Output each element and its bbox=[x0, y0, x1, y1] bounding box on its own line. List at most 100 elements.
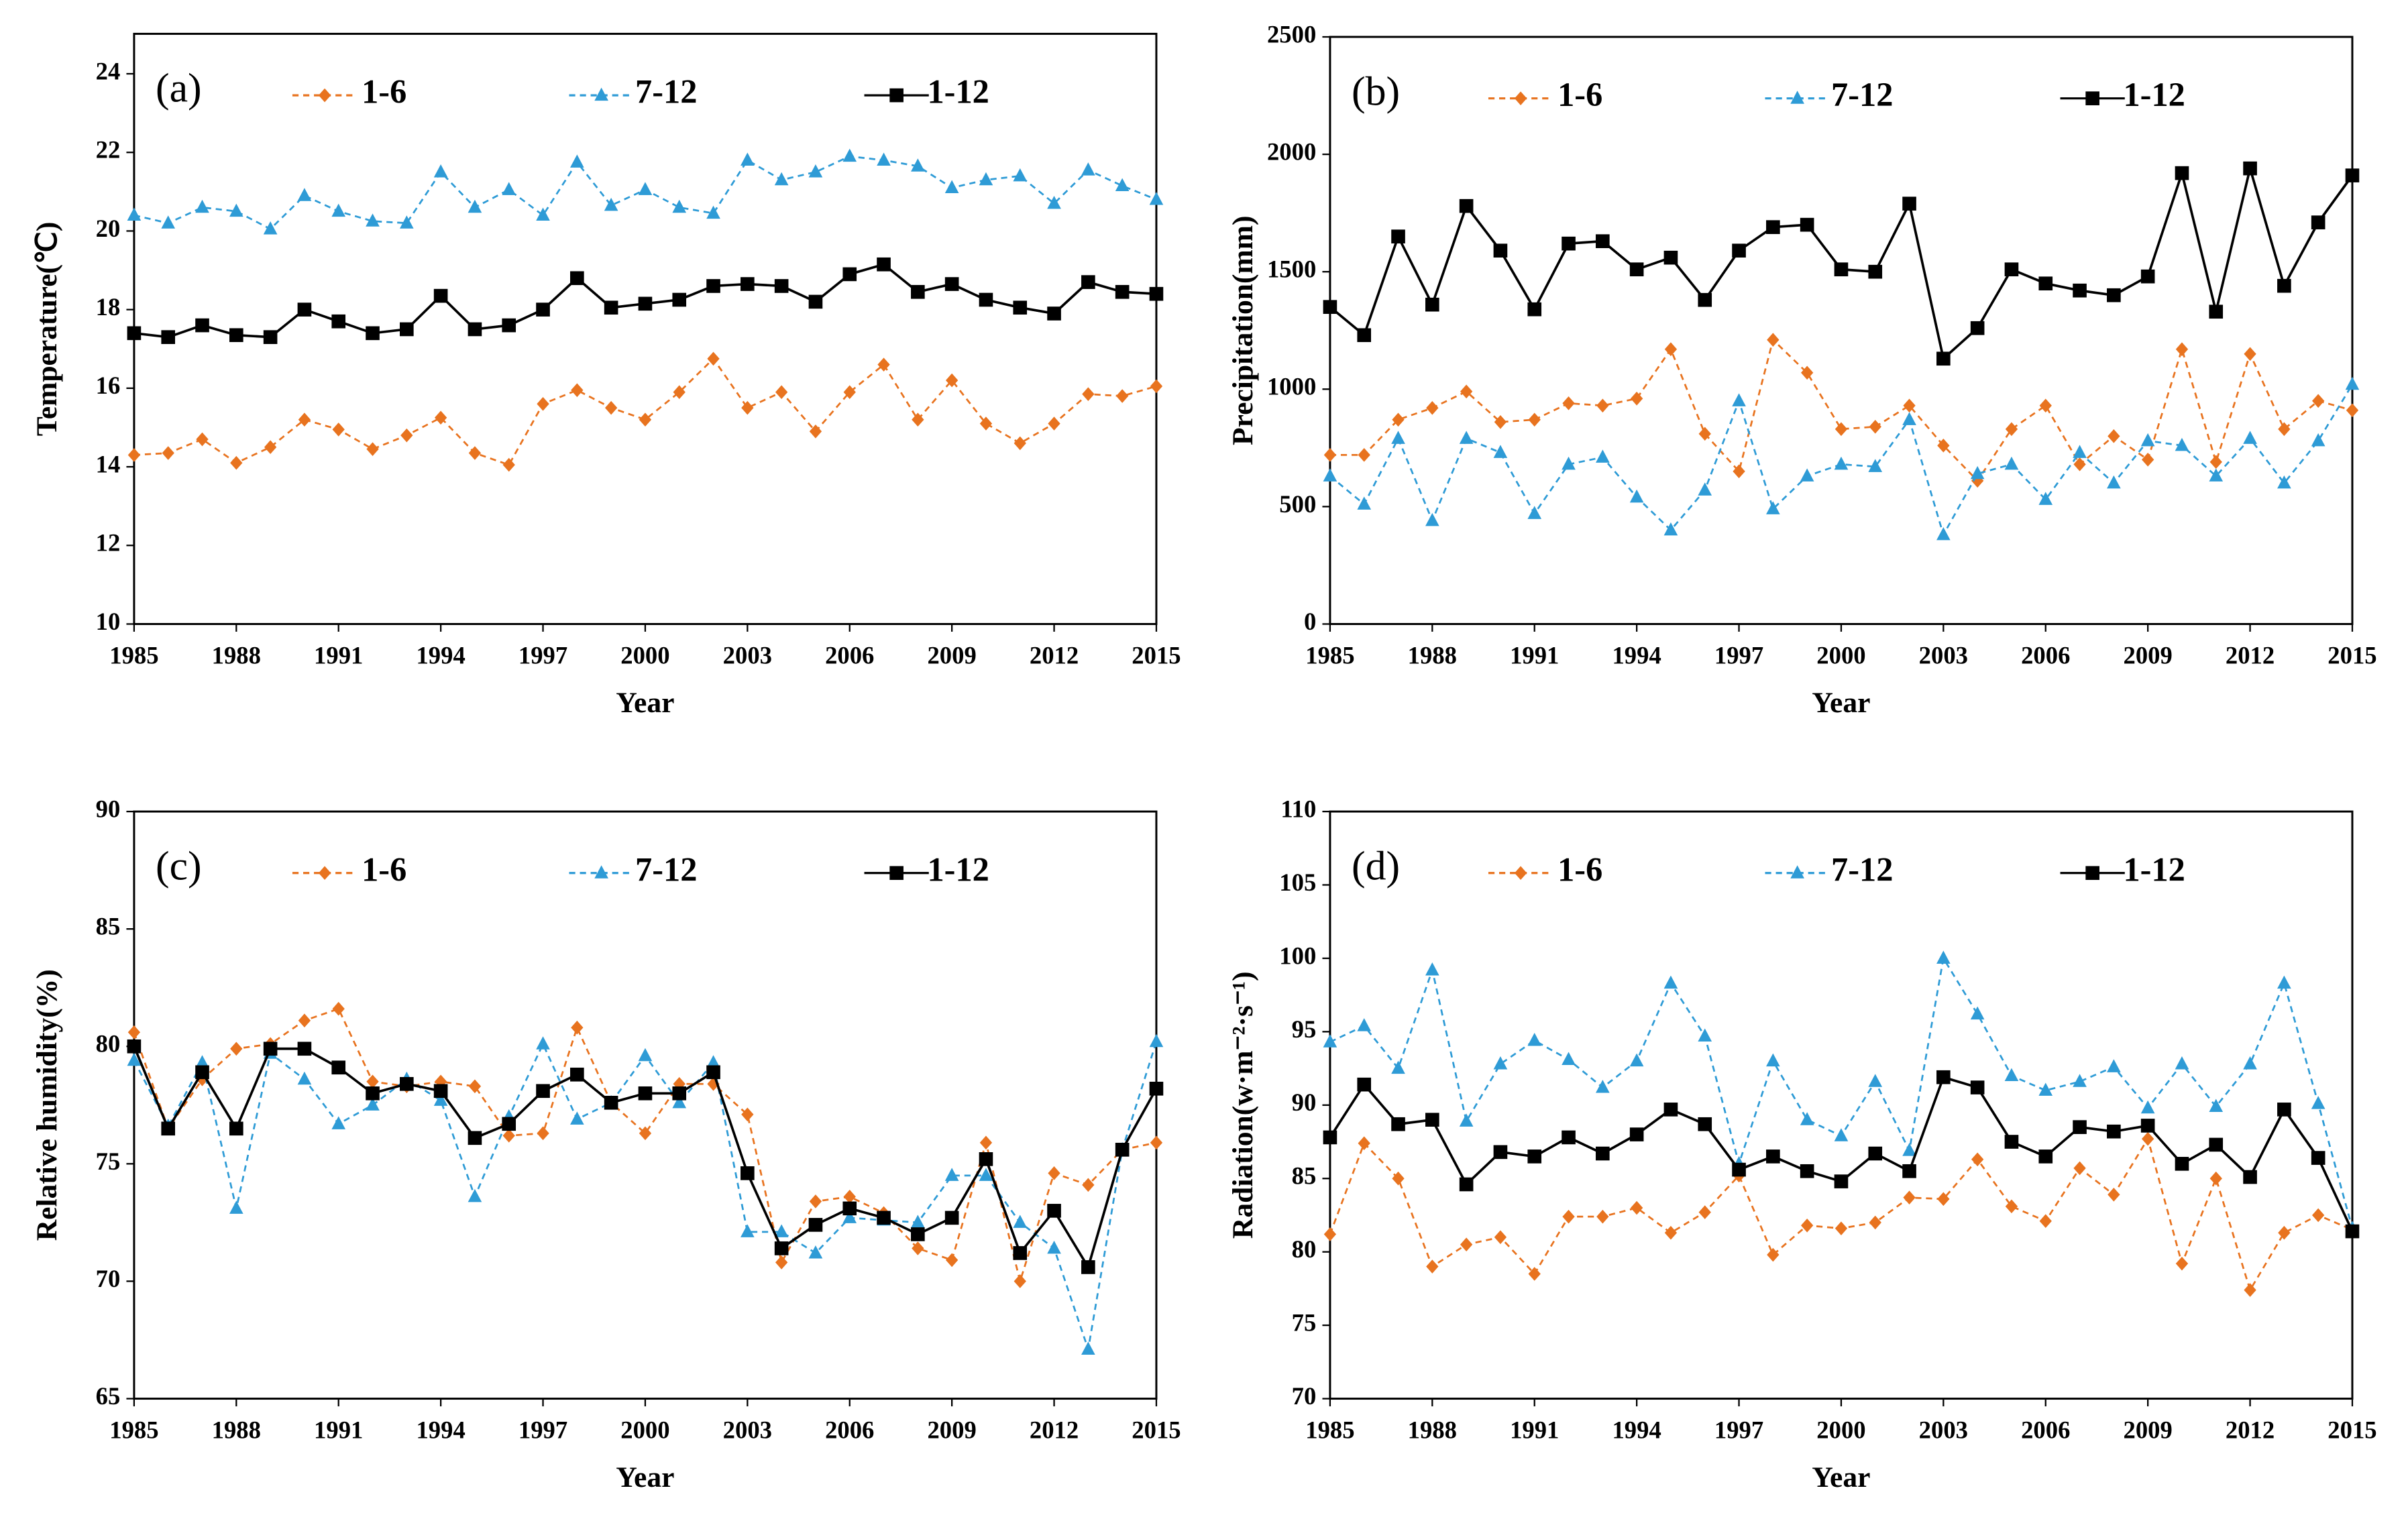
marker bbox=[672, 199, 687, 213]
marker bbox=[2140, 1119, 2155, 1133]
marker bbox=[2209, 1099, 2224, 1113]
x-tick-label: 2009 bbox=[927, 1416, 976, 1443]
marker bbox=[2277, 975, 2291, 989]
y-tick-label: 500 bbox=[1279, 490, 1316, 518]
marker bbox=[1493, 243, 1508, 258]
marker bbox=[468, 446, 482, 460]
legend-marker bbox=[2085, 866, 2099, 881]
marker bbox=[298, 1013, 311, 1028]
marker bbox=[604, 1095, 618, 1110]
marker bbox=[570, 271, 584, 286]
marker bbox=[1629, 262, 1644, 277]
marker bbox=[161, 330, 176, 344]
marker bbox=[1835, 1221, 1848, 1235]
y-tick-label: 105 bbox=[1279, 868, 1316, 896]
marker bbox=[162, 446, 174, 460]
x-tick-label: 2009 bbox=[2124, 1416, 2173, 1443]
marker bbox=[297, 302, 312, 317]
x-tick-label: 2003 bbox=[723, 1416, 772, 1443]
x-tick-label: 1988 bbox=[1408, 1416, 1457, 1443]
marker bbox=[944, 1168, 959, 1181]
marker bbox=[2073, 283, 2087, 298]
x-tick-label: 1988 bbox=[1408, 641, 1457, 669]
marker bbox=[1013, 168, 1028, 182]
marker bbox=[2004, 262, 2019, 277]
marker bbox=[979, 1168, 993, 1181]
marker bbox=[1902, 1164, 1916, 1178]
marker bbox=[1732, 1162, 1746, 1177]
marker bbox=[2038, 1149, 2053, 1164]
marker bbox=[706, 205, 720, 219]
marker bbox=[1630, 391, 1643, 406]
marker bbox=[1936, 1070, 1951, 1084]
marker bbox=[127, 326, 142, 341]
marker bbox=[2039, 398, 2052, 413]
marker bbox=[1937, 439, 1950, 453]
marker bbox=[366, 1074, 379, 1089]
legend-label: 1-12 bbox=[2123, 76, 2185, 113]
marker bbox=[2107, 1059, 2121, 1072]
marker bbox=[809, 1194, 822, 1209]
series-line bbox=[1329, 1136, 2353, 1292]
marker bbox=[127, 1025, 141, 1040]
marker bbox=[1869, 419, 1881, 434]
marker bbox=[911, 284, 925, 299]
marker bbox=[127, 1052, 142, 1066]
marker bbox=[2209, 455, 2222, 469]
marker bbox=[944, 277, 959, 291]
x-tick-label: 2009 bbox=[2124, 641, 2173, 669]
y-tick-label: 100 bbox=[1279, 942, 1316, 969]
marker bbox=[2005, 422, 2018, 437]
marker bbox=[775, 385, 788, 400]
marker bbox=[911, 1227, 925, 1241]
marker bbox=[808, 1245, 823, 1259]
marker bbox=[502, 1117, 516, 1131]
marker bbox=[2244, 347, 2256, 361]
y-tick-label: 0 bbox=[1304, 608, 1316, 635]
marker bbox=[263, 1042, 278, 1056]
marker bbox=[1323, 1034, 1337, 1048]
marker bbox=[2175, 437, 2189, 451]
marker bbox=[912, 1241, 924, 1255]
x-tick-label: 2012 bbox=[1030, 1416, 1079, 1443]
marker bbox=[1732, 243, 1746, 258]
marker bbox=[1081, 162, 1095, 176]
marker bbox=[1698, 427, 1711, 441]
x-tick-label: 1985 bbox=[109, 1416, 158, 1443]
marker bbox=[1970, 465, 1985, 480]
marker bbox=[2346, 403, 2359, 418]
marker bbox=[468, 199, 482, 213]
marker bbox=[1425, 1113, 1439, 1127]
marker bbox=[1459, 1113, 1474, 1127]
legend-marker bbox=[1514, 91, 1527, 105]
marker bbox=[1047, 195, 1061, 209]
marker bbox=[741, 1166, 755, 1180]
marker bbox=[366, 213, 380, 227]
marker bbox=[1013, 1246, 1028, 1260]
marker bbox=[1391, 1117, 1405, 1131]
marker bbox=[2209, 1171, 2222, 1186]
marker bbox=[331, 314, 346, 329]
marker bbox=[1357, 1077, 1372, 1092]
marker bbox=[2278, 422, 2291, 437]
marker bbox=[639, 412, 652, 427]
marker bbox=[775, 1255, 788, 1270]
marker bbox=[1459, 431, 1474, 444]
x-tick-label: 2009 bbox=[927, 641, 976, 669]
marker bbox=[842, 148, 857, 162]
marker bbox=[2277, 1103, 2291, 1117]
marker bbox=[1392, 412, 1405, 427]
x-tick-label: 1991 bbox=[314, 641, 363, 669]
marker bbox=[774, 1224, 789, 1237]
marker bbox=[2038, 492, 2053, 505]
legend-marker bbox=[318, 866, 331, 881]
marker bbox=[741, 152, 755, 166]
marker bbox=[195, 318, 209, 333]
y-axis-title: Temperature(℃) bbox=[31, 222, 63, 437]
x-tick-label: 1985 bbox=[1305, 1416, 1354, 1443]
marker bbox=[2209, 304, 2224, 319]
marker bbox=[604, 400, 618, 415]
marker bbox=[2141, 453, 2154, 467]
marker bbox=[1971, 1152, 1984, 1167]
marker bbox=[808, 164, 823, 178]
